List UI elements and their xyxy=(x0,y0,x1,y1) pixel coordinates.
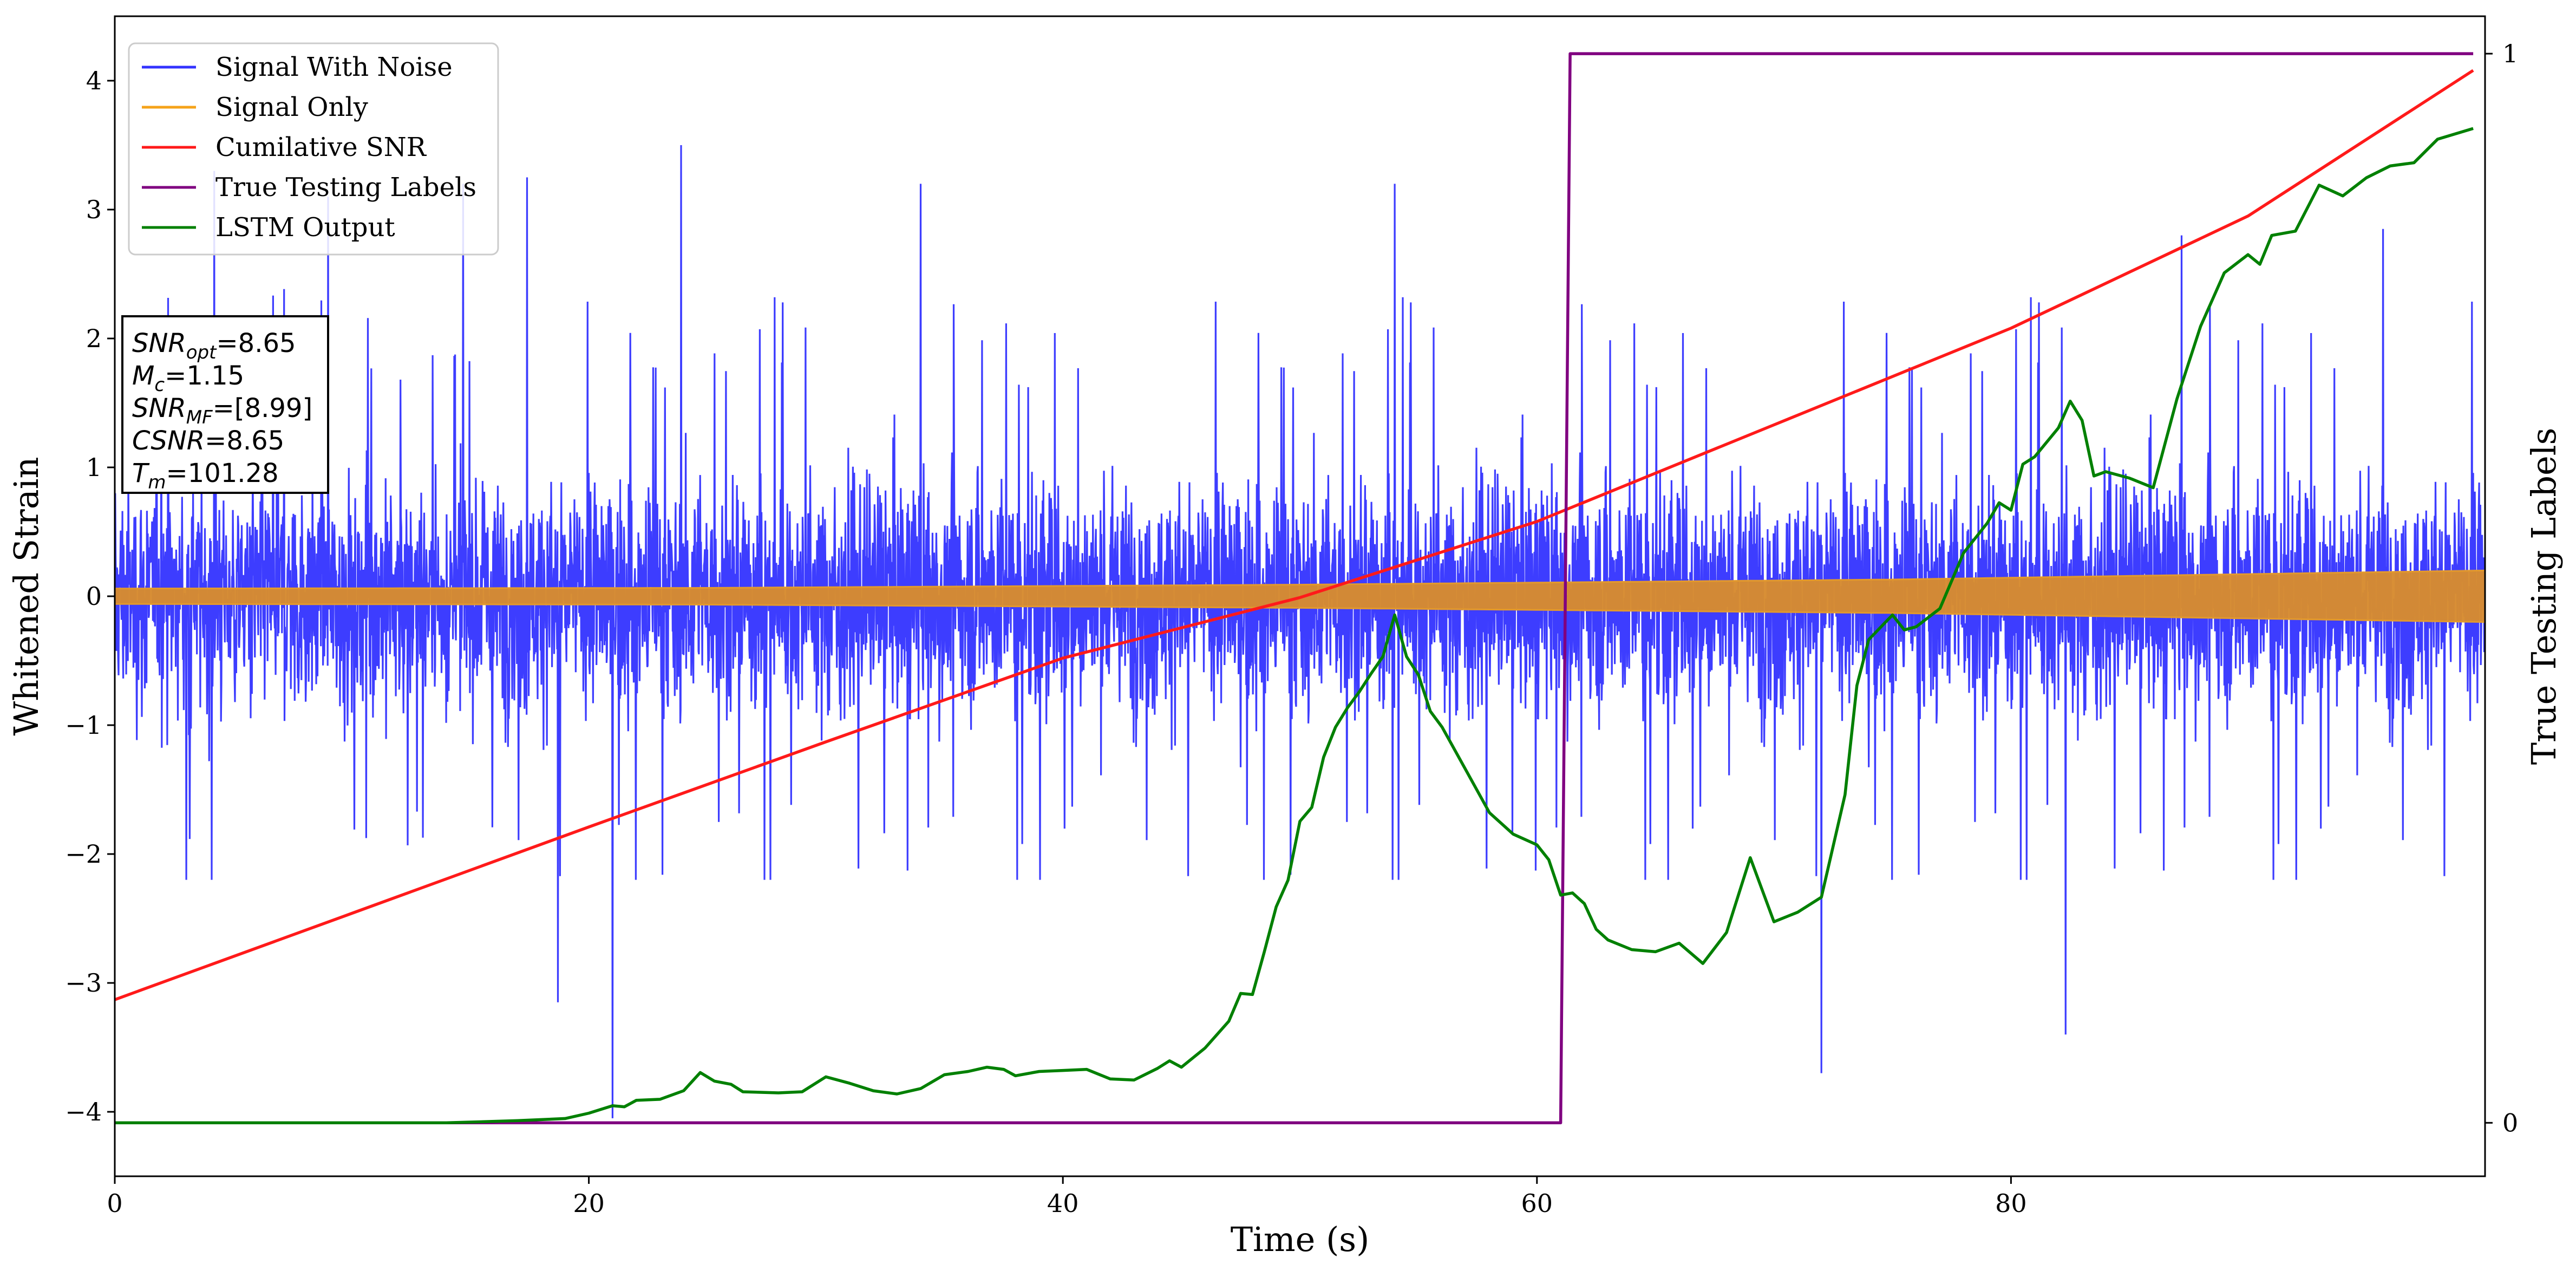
x-tick-label: 40 xyxy=(1047,1189,1079,1218)
y-tick-label: −2 xyxy=(65,839,102,869)
y-tick-label: −4 xyxy=(65,1097,102,1126)
axes: 4 3 2 1 0 −1 −2 −3 −4 0 20 40 60 80 1 0 xyxy=(65,39,2518,1218)
legend-box xyxy=(128,42,499,256)
y2-tick-label: 0 xyxy=(2502,1108,2518,1137)
parameter-annotation-box: SNRopt=8.65Mc=1.15SNRMF=[8.99]CSNR=8.65T… xyxy=(121,315,329,494)
legend-label-lstm-output: LSTM Output xyxy=(215,212,395,243)
y2-tick-label: 1 xyxy=(2502,39,2518,68)
x-tick-label: 0 xyxy=(107,1189,122,1218)
legend-label-true-labels: True Testing Labels xyxy=(215,172,476,203)
annotation-line: Tm=101.28 xyxy=(132,458,279,493)
y-tick-label: 2 xyxy=(86,324,102,353)
legend: Signal With Noise Signal Only Cumilative… xyxy=(128,42,499,256)
series-cumulative-snr xyxy=(115,69,2474,1001)
y-tick-label: −3 xyxy=(65,968,102,998)
series-signal-with-noise xyxy=(115,145,2485,1118)
y-axis-label: Whitened Strain xyxy=(6,457,46,736)
x-tick-label: 20 xyxy=(573,1189,605,1218)
y2-axis-label: True Testing Labels xyxy=(2524,428,2564,765)
legend-label-signal-noise: Signal With Noise xyxy=(215,52,453,82)
series-lstm-output xyxy=(115,127,2474,1125)
annotation-line: CSNR=8.65 xyxy=(132,426,284,456)
annotation-line: Mc=1.15 xyxy=(132,361,244,396)
plot-area xyxy=(115,52,2485,1125)
y-tick-label: 4 xyxy=(86,66,102,95)
y-tick-label: −1 xyxy=(65,711,102,740)
legend-label-signal-only: Signal Only xyxy=(215,92,368,122)
legend-label-cumulative-snr: Cumilative SNR xyxy=(215,132,427,162)
x-axis-label: Time (s) xyxy=(1231,1220,1370,1259)
series-true-testing-labels xyxy=(115,52,2474,1125)
y-tick-label: 0 xyxy=(86,582,102,611)
x-tick-label: 80 xyxy=(1995,1189,2027,1218)
annotation-line: SNRopt=8.65 xyxy=(132,328,296,363)
x-tick-label: 60 xyxy=(1521,1189,1553,1218)
y-tick-label: 1 xyxy=(86,453,102,482)
annotation-line: SNRMF=[8.99] xyxy=(132,393,312,428)
annotation-frame xyxy=(121,315,329,494)
y-tick-label: 3 xyxy=(86,195,102,224)
